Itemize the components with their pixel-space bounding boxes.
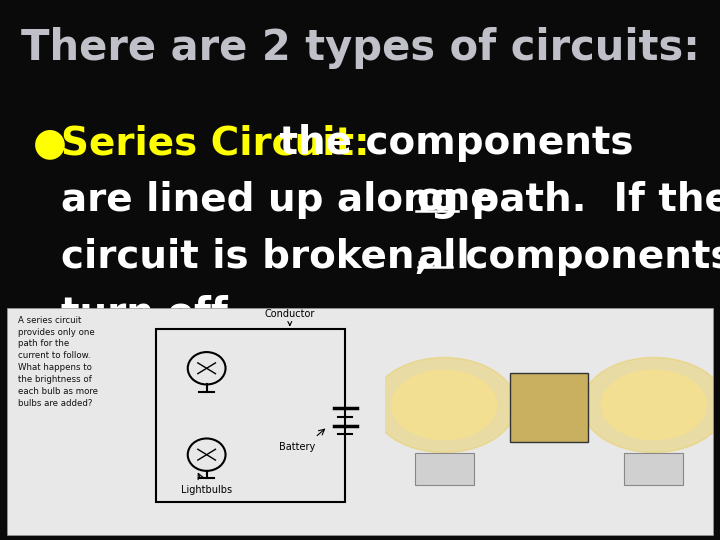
Text: components: components	[452, 238, 720, 275]
Text: circuit is broken,: circuit is broken,	[61, 238, 443, 275]
FancyBboxPatch shape	[415, 453, 474, 485]
Circle shape	[372, 357, 516, 453]
Circle shape	[601, 370, 706, 440]
Text: Series Circuit:: Series Circuit:	[61, 124, 370, 162]
Text: all: all	[418, 238, 470, 275]
Text: A series circuit
provides only one
path for the
current to follow.
What happens : A series circuit provides only one path …	[18, 316, 98, 408]
FancyBboxPatch shape	[624, 453, 683, 485]
Text: are lined up along: are lined up along	[61, 181, 472, 219]
Text: Conductor: Conductor	[265, 308, 315, 326]
Text: Lightbulbs: Lightbulbs	[181, 485, 233, 495]
Text: the components: the components	[266, 124, 634, 162]
Text: path.  If the: path. If the	[458, 181, 720, 219]
FancyBboxPatch shape	[7, 308, 713, 535]
Circle shape	[582, 357, 720, 453]
Text: ●: ●	[32, 124, 66, 162]
Bar	[156, 329, 345, 502]
Circle shape	[392, 370, 497, 440]
Text: There are 2 types of circuits:: There are 2 types of circuits:	[21, 27, 699, 69]
Text: Battery: Battery	[279, 442, 315, 452]
FancyBboxPatch shape	[510, 373, 588, 442]
Text: one: one	[416, 181, 497, 219]
Text: turn off.: turn off.	[61, 294, 240, 332]
